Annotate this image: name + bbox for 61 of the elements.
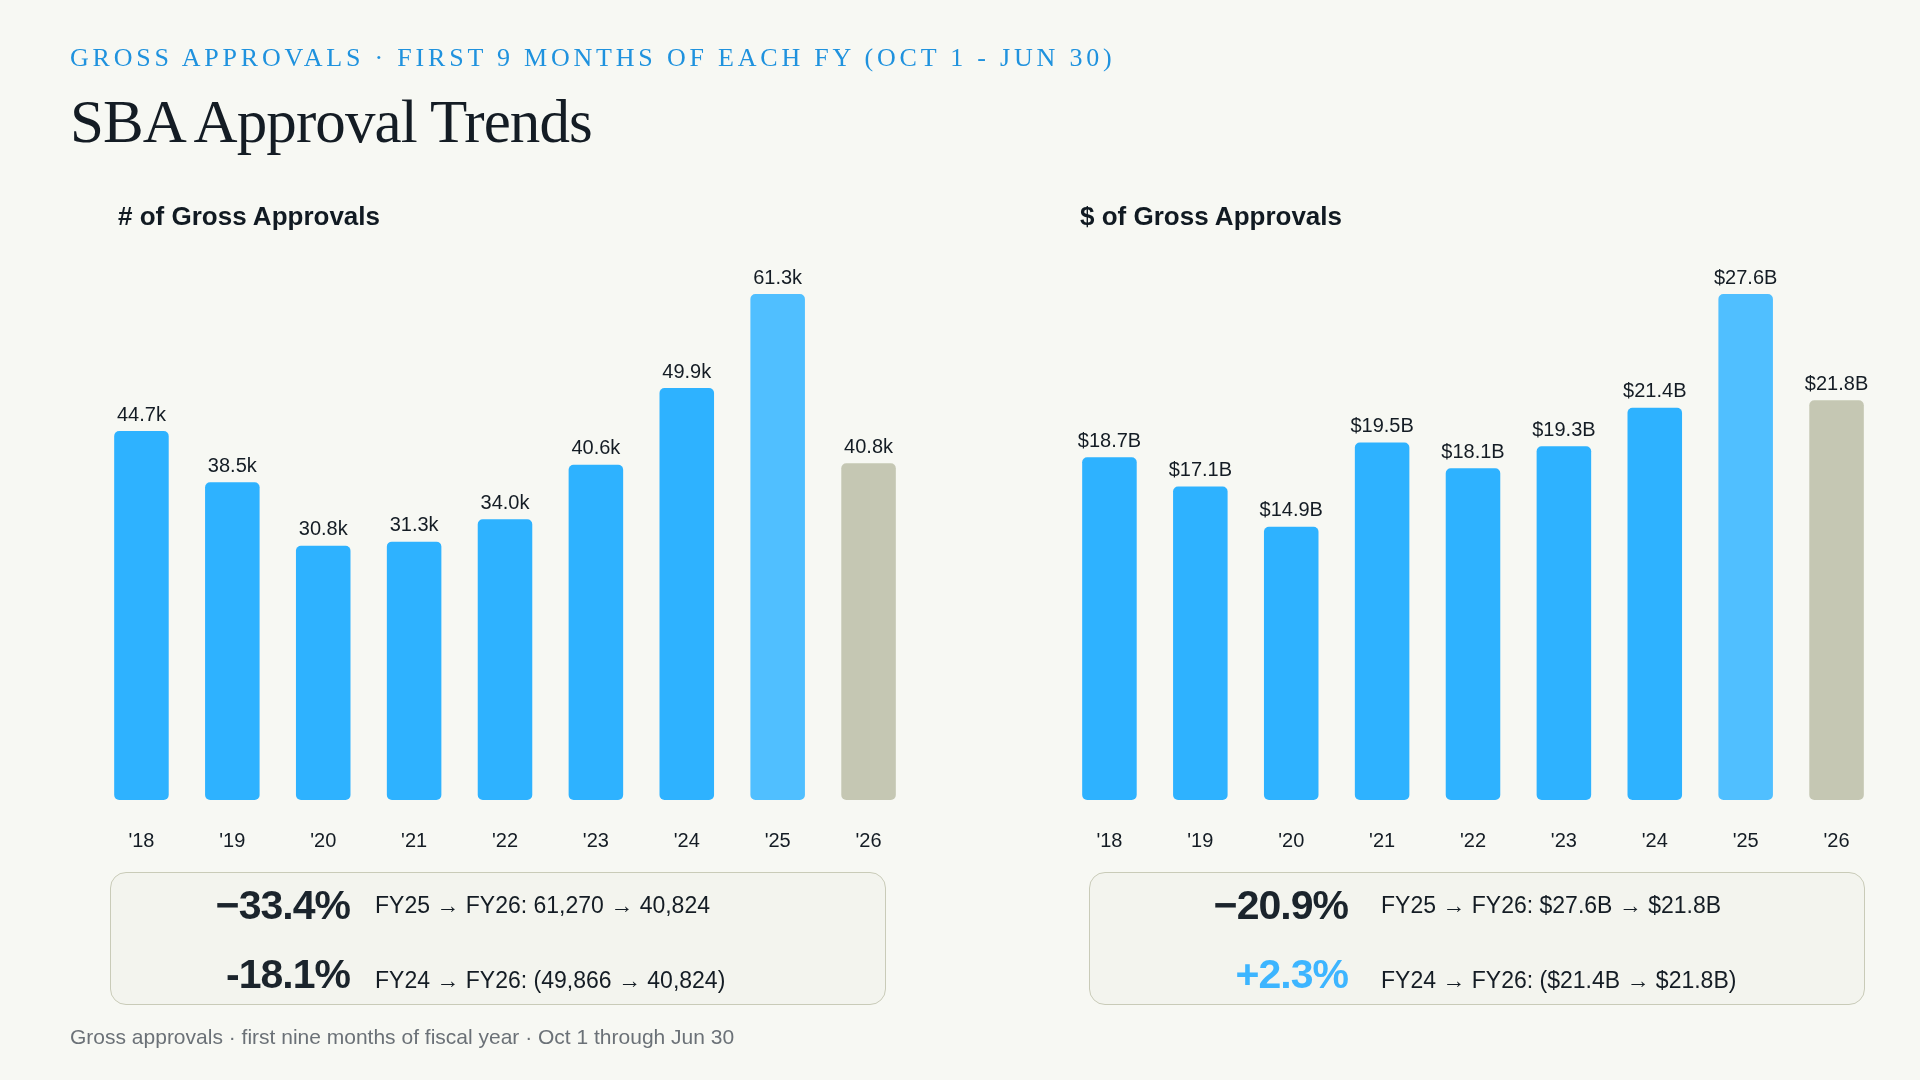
text: Gross approvals · first nine months of fiscal year · Oct 1 through Jun 30 bbox=[70, 1024, 735, 1050]
bar bbox=[1809, 400, 1864, 800]
text: SBA Approval Trends bbox=[70, 88, 593, 155]
bar bbox=[205, 482, 260, 800]
data-label: $18.1B bbox=[1441, 439, 1505, 462]
data-label: 34.0k bbox=[480, 490, 531, 513]
summary-panel: −20.9% FY25 → FY26: $27.6B → $21.8B +2.3% FY24 → FY26: ($21.4B → $21.8B) bbox=[1089, 872, 1865, 1005]
bar bbox=[1082, 457, 1137, 800]
bar bbox=[1173, 486, 1228, 800]
x-tick-label: '21 bbox=[1369, 828, 1396, 851]
data-label: 49.9k bbox=[662, 359, 713, 382]
x-tick-label: '24 bbox=[673, 828, 700, 851]
x-tick-label: '22 bbox=[491, 828, 519, 851]
bar bbox=[1263, 526, 1319, 800]
x-tick-label: '23 bbox=[1550, 828, 1577, 851]
data-label: 31.3k bbox=[389, 513, 440, 536]
bar bbox=[477, 519, 533, 800]
x-tick-label: '23 bbox=[582, 828, 609, 851]
bar bbox=[1718, 294, 1773, 800]
bar bbox=[386, 541, 442, 800]
x-tick-label: '18 bbox=[128, 828, 155, 851]
x-tick-label: '21 bbox=[401, 828, 428, 851]
chart-title: # of Gross Approvals bbox=[118, 200, 380, 232]
x-tick-label: '19 bbox=[219, 828, 246, 851]
x-tick-label: '26 bbox=[1823, 828, 1850, 851]
x-tick-label: '22 bbox=[1459, 828, 1487, 851]
data-label: $27.6B bbox=[1713, 265, 1778, 288]
x-tick-label: '20 bbox=[1278, 828, 1305, 851]
x-tick-label: '25 bbox=[764, 828, 791, 851]
bar bbox=[295, 545, 351, 800]
x-tick-label: '20 bbox=[310, 828, 337, 851]
bar bbox=[1354, 442, 1410, 800]
chart-title: $ of Gross Approvals bbox=[1080, 200, 1342, 232]
x-tick-label: '26 bbox=[855, 828, 882, 851]
x-tick-label: '24 bbox=[1641, 828, 1668, 851]
bar bbox=[1445, 468, 1501, 800]
bar bbox=[1627, 407, 1683, 800]
text: GROSS APPROVALS · FIRST 9 MONTHS OF EACH FY (OCT 1 - JUN 30) bbox=[70, 43, 1116, 73]
data-label: 30.8k bbox=[298, 517, 349, 540]
x-tick-label: '18 bbox=[1096, 828, 1123, 851]
bar bbox=[114, 431, 169, 800]
data-label: 40.8k bbox=[844, 434, 895, 457]
data-label: $17.1B bbox=[1168, 458, 1233, 481]
data-label: 61.3k bbox=[753, 265, 804, 288]
bar bbox=[659, 388, 715, 800]
bar bbox=[568, 464, 624, 800]
summary-panel: −33.4% FY25 → FY26: 61,270 → 40,824 -18.1% FY24 → FY26: (49,866 → 40,824) bbox=[110, 872, 886, 1005]
bar bbox=[841, 463, 896, 800]
x-tick-label: '25 bbox=[1732, 828, 1759, 851]
x-tick-label: '19 bbox=[1187, 828, 1214, 851]
data-label: $21.4B bbox=[1623, 379, 1687, 402]
data-label: $19.3B bbox=[1532, 417, 1596, 440]
data-label: $18.7B bbox=[1077, 428, 1142, 451]
data-label: 38.5k bbox=[207, 453, 258, 476]
bar bbox=[1536, 446, 1592, 800]
data-label: 40.6k bbox=[571, 436, 622, 459]
data-label: $19.5B bbox=[1350, 414, 1414, 437]
bar bbox=[750, 294, 805, 800]
data-label: 44.7k bbox=[116, 402, 167, 425]
data-label: $21.8B bbox=[1804, 371, 1869, 394]
data-label: $14.9B bbox=[1259, 498, 1323, 521]
